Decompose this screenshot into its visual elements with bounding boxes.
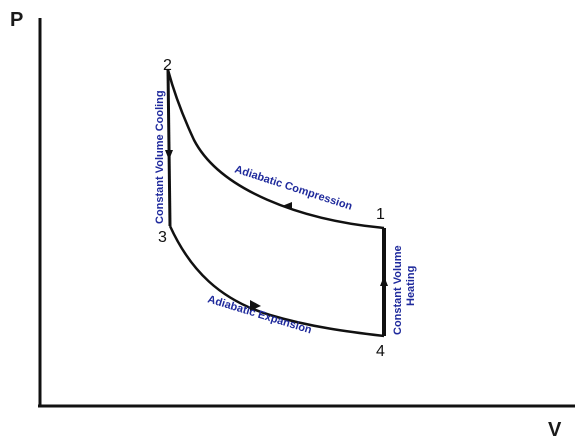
adiabatic-compression-label: Adiabatic Compression xyxy=(233,163,354,212)
cooling-arrow xyxy=(165,150,173,160)
constant-volume-cooling-line xyxy=(166,69,172,227)
constant-volume-heating-label-line2: Heating xyxy=(405,266,417,306)
adiabatic-compression-curve xyxy=(166,69,385,230)
constant-volume-heating-label-line1: Constant Volume xyxy=(392,245,404,335)
expansion-arrow xyxy=(250,300,261,311)
point-label-3: 3 xyxy=(158,229,167,246)
compression-arrow xyxy=(282,202,292,210)
point-label-2: 2 xyxy=(163,57,172,74)
x-axis-label: V xyxy=(548,419,562,441)
adiabatic-expansion-label: Adiabatic Expansion xyxy=(206,293,313,336)
adiabatic-expansion-curve xyxy=(168,225,385,338)
point-label-1: 1 xyxy=(376,206,385,223)
y-axis-label: P xyxy=(10,9,23,31)
constant-volume-cooling-label: Constant Volume Cooling xyxy=(154,90,166,224)
point-label-4: 4 xyxy=(376,343,385,360)
heating-arrow xyxy=(380,276,388,286)
